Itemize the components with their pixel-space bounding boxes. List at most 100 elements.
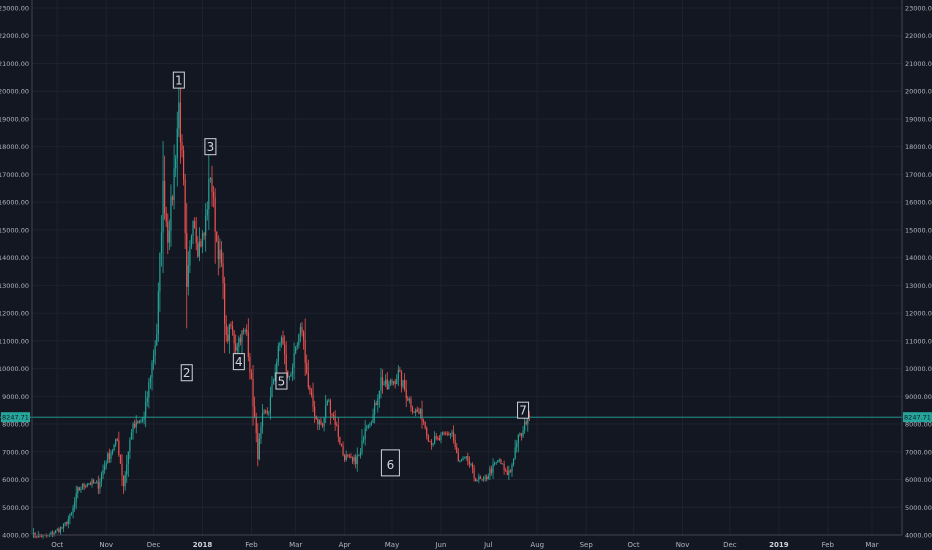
- candle-body: [145, 402, 147, 417]
- candle-body: [78, 487, 80, 491]
- candle-body: [75, 493, 77, 502]
- candle-body: [315, 416, 317, 420]
- candle-body: [282, 337, 284, 345]
- candle-body: [211, 177, 213, 192]
- y-tick-label-right: 23000.00: [905, 5, 932, 13]
- candle-body: [233, 330, 235, 344]
- wave-label-4[interactable]: 4: [232, 353, 245, 371]
- wave-label-box: [517, 401, 530, 419]
- candle-body: [503, 463, 505, 470]
- time-axis[interactable]: Oct Nov Dec 2018 Feb Mar Apr May Jun Jul Aug Sep Oct…: [32, 534, 902, 549]
- wave-label-box: [204, 138, 217, 156]
- candle-body: [452, 432, 455, 441]
- x-tick-label: Dec: [147, 541, 161, 549]
- candle-body: [514, 447, 516, 459]
- candle-body: [345, 454, 347, 460]
- candle-body: [228, 324, 230, 342]
- candle-body: [244, 329, 246, 331]
- candle-body: [64, 522, 66, 525]
- candle-body: [482, 478, 485, 480]
- candle-body: [290, 374, 292, 376]
- candle-body: [435, 436, 437, 438]
- candle-body: [66, 522, 68, 525]
- candle-body: [249, 356, 251, 373]
- candle-body: [279, 342, 281, 347]
- candle-body: [427, 436, 429, 441]
- wave-label-7[interactable]: 7: [517, 401, 530, 419]
- candle-body: [460, 459, 463, 462]
- y-tick-label-left: 14000.00: [0, 254, 29, 262]
- candle-body: [47, 535, 49, 537]
- y-tick-label-left: 4000.00: [2, 532, 29, 540]
- wave-label-5[interactable]: 5: [275, 372, 288, 390]
- candle-body: [284, 344, 286, 355]
- candle-body: [88, 483, 90, 485]
- candle-body: [186, 233, 188, 287]
- candle-body: [195, 227, 197, 244]
- candle-body: [528, 415, 530, 418]
- left-price-axis[interactable]: 4000.00 5000.00 6000.00 7000.00 8000.00 9000.…: [0, 0, 33, 540]
- wave-label-6[interactable]: 6: [380, 449, 400, 477]
- candle-body: [99, 481, 101, 489]
- candle-body: [148, 382, 150, 398]
- candle-body: [317, 419, 319, 425]
- candle-body: [449, 434, 452, 436]
- y-tick-label-left: 9000.00: [2, 393, 29, 401]
- candle-body: [498, 459, 500, 461]
- candle-body: [247, 332, 249, 357]
- candle-body: [397, 369, 399, 380]
- candle-body: [238, 338, 240, 348]
- candle-body: [85, 486, 87, 488]
- candle-body: [500, 459, 502, 465]
- candle-body: [272, 380, 275, 385]
- candle-body: [137, 421, 139, 423]
- y-tick-label-left: 20000.00: [0, 88, 29, 96]
- candle-body: [62, 524, 65, 528]
- candle-body: [225, 323, 227, 335]
- candle-body: [432, 443, 434, 445]
- candle-body: [255, 417, 257, 433]
- candle-body: [508, 470, 510, 476]
- candle-body: [429, 440, 431, 442]
- right-price-axis[interactable]: 4000.00 5000.00 6000.00 7000.00 8000.00 9000.…: [901, 0, 932, 540]
- candle-body: [197, 243, 199, 257]
- candle-body: [92, 479, 95, 484]
- candle-body: [418, 411, 420, 414]
- candle-body: [105, 462, 107, 466]
- candle-body: [89, 483, 92, 485]
- candle-body: [506, 470, 508, 476]
- x-tick-label: Mar: [865, 541, 878, 549]
- candle-body: [314, 406, 316, 417]
- candle-body: [162, 180, 164, 233]
- candle-body: [217, 241, 219, 260]
- y-tick-label-right: 22000.00: [905, 32, 932, 40]
- candle-body: [96, 481, 98, 483]
- y-tick-label-right: 8000.00: [905, 421, 932, 429]
- candle-body: [102, 470, 104, 475]
- y-tick-label-right: 12000.00: [905, 310, 932, 318]
- candle-body: [241, 330, 243, 343]
- candle-body: [306, 362, 308, 373]
- candle-body: [519, 433, 521, 435]
- x-tick-label: Nov: [99, 541, 113, 549]
- candle-body: [121, 463, 123, 476]
- candle-body: [473, 468, 475, 478]
- candle-body: [456, 446, 458, 454]
- wave-label-1[interactable]: 1: [172, 71, 185, 89]
- candle-body: [81, 483, 84, 490]
- y-tick-label-left: 16000.00: [0, 199, 29, 207]
- candle-body: [489, 468, 491, 477]
- y-tick-label-right: 11000.00: [905, 337, 932, 345]
- candle-body: [265, 411, 267, 413]
- y-tick-label-right: 16000.00: [905, 199, 932, 207]
- wave-label-3[interactable]: 3: [204, 138, 217, 156]
- candle-body: [214, 197, 216, 232]
- candle-body: [375, 403, 377, 406]
- wave-label-2[interactable]: 2: [180, 364, 193, 382]
- candle-body: [301, 327, 303, 332]
- candle-body: [97, 481, 99, 489]
- candle-body: [369, 423, 371, 426]
- candle-body: [216, 231, 218, 242]
- candle-body: [388, 383, 390, 389]
